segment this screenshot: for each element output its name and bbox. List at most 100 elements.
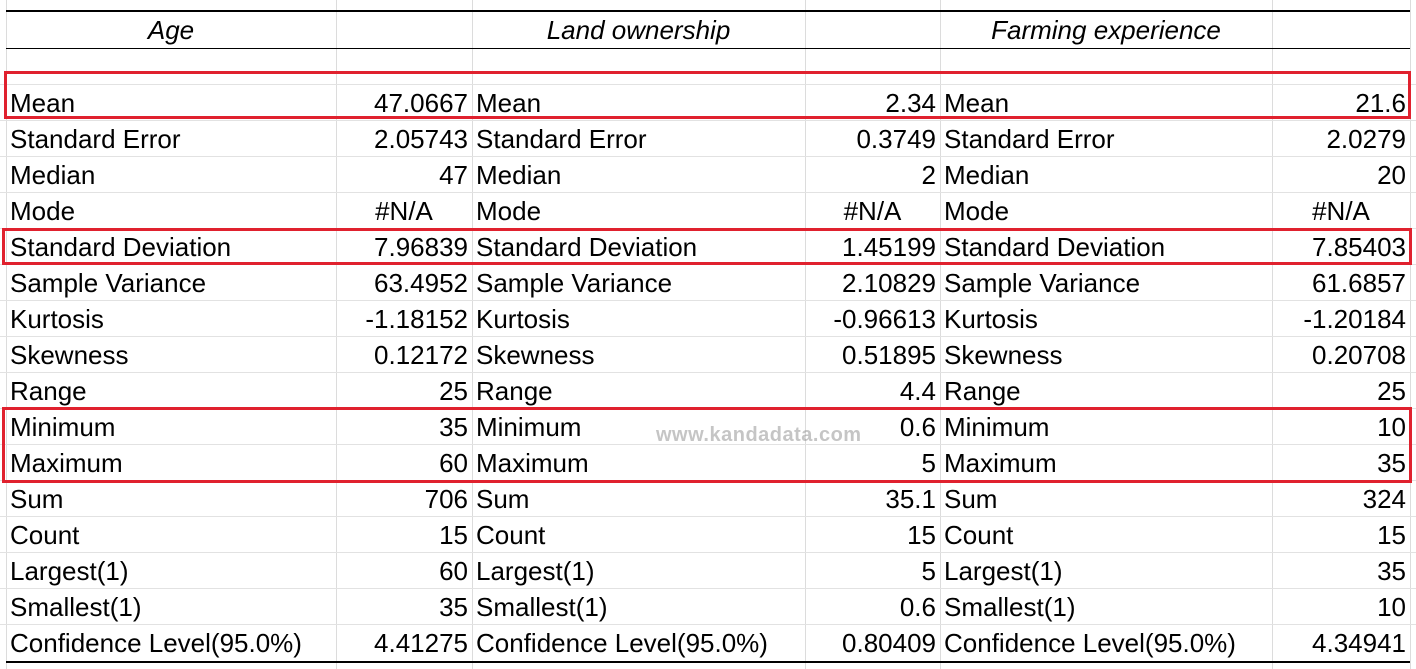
stat-label[interactable]: Kurtosis xyxy=(944,304,1038,334)
farming-value[interactable]: 7.85403 xyxy=(1312,232,1406,262)
stat-label[interactable]: Standard Deviation xyxy=(10,232,232,262)
empty-cell[interactable] xyxy=(1272,49,1410,86)
farming-value[interactable]: 10 xyxy=(1377,592,1406,622)
stat-label[interactable]: Sample Variance xyxy=(476,268,673,298)
stat-label[interactable]: Standard Deviation xyxy=(476,232,698,262)
header-blank-cell[interactable] xyxy=(805,10,940,49)
stat-label[interactable]: Kurtosis xyxy=(10,304,104,334)
farming-value[interactable]: 4.34941 xyxy=(1272,625,1410,663)
header-blank-cell[interactable] xyxy=(336,10,472,49)
age-value[interactable]: 2.05743 xyxy=(374,124,468,154)
stat-label[interactable]: Sum xyxy=(476,484,530,514)
stat-label[interactable]: Mode xyxy=(10,196,76,226)
age-value[interactable]: 63.4952 xyxy=(374,268,468,298)
farming-value[interactable]: 2.0279 xyxy=(1326,124,1406,154)
farming-value[interactable]: 0.20708 xyxy=(1312,340,1406,370)
farming-value[interactable]: 61.6857 xyxy=(1312,268,1406,298)
stat-label[interactable]: Confidence Level(95.0%) xyxy=(940,625,1272,663)
header-land-ownership[interactable]: Land ownership xyxy=(472,10,805,49)
farming-value[interactable]: 324 xyxy=(1362,484,1406,514)
header-age[interactable]: Age xyxy=(6,10,336,49)
empty-cell[interactable] xyxy=(6,49,336,86)
stat-label[interactable]: Skewness xyxy=(10,340,129,370)
land-value[interactable]: 2.34 xyxy=(885,88,936,118)
land-value[interactable]: 35.1 xyxy=(885,484,936,514)
land-value[interactable]: 1.45199 xyxy=(842,232,936,262)
stat-label[interactable]: Range xyxy=(476,376,553,406)
stat-label[interactable]: Median xyxy=(10,160,96,190)
stat-label[interactable]: Mean xyxy=(944,88,1010,118)
stat-label[interactable]: Minimum xyxy=(476,412,582,442)
land-value[interactable]: -0.96613 xyxy=(833,304,936,334)
land-value[interactable]: 0.51895 xyxy=(842,340,936,370)
stat-label[interactable]: Largest(1) xyxy=(10,556,129,586)
farming-value[interactable]: #N/A xyxy=(1312,196,1370,226)
stat-label[interactable]: Range xyxy=(10,376,87,406)
stat-label[interactable]: Smallest(1) xyxy=(944,592,1076,622)
age-value[interactable]: 15 xyxy=(439,520,468,550)
empty-cell[interactable] xyxy=(940,49,1272,86)
stat-label[interactable]: Skewness xyxy=(944,340,1063,370)
stat-label[interactable]: Largest(1) xyxy=(476,556,595,586)
header-farming-experience[interactable]: Farming experience xyxy=(940,10,1272,49)
age-value[interactable]: 47 xyxy=(439,160,468,190)
stat-label[interactable]: Count xyxy=(944,520,1014,550)
stat-label[interactable]: Smallest(1) xyxy=(10,592,142,622)
land-value[interactable]: 15 xyxy=(907,520,936,550)
age-value[interactable]: -1.18152 xyxy=(365,304,468,334)
stat-label[interactable]: Standard Deviation xyxy=(944,232,1166,262)
stat-label[interactable]: Kurtosis xyxy=(476,304,570,334)
stat-label[interactable]: Median xyxy=(476,160,562,190)
stat-label[interactable]: Standard Error xyxy=(10,124,181,154)
stat-label[interactable]: Minimum xyxy=(944,412,1050,442)
land-value[interactable]: 5 xyxy=(921,556,936,586)
farming-value[interactable]: 35 xyxy=(1377,556,1406,586)
farming-value[interactable]: 35 xyxy=(1377,448,1406,478)
stat-label[interactable]: Mode xyxy=(476,196,542,226)
empty-cell[interactable] xyxy=(336,49,472,86)
land-value[interactable]: 0.6 xyxy=(899,592,936,622)
age-value[interactable]: 7.96839 xyxy=(374,232,468,262)
stat-label[interactable]: Maximum xyxy=(10,448,123,478)
land-value[interactable]: 0.6 xyxy=(899,412,936,442)
stat-label[interactable]: Count xyxy=(10,520,80,550)
farming-value[interactable]: -1.20184 xyxy=(1303,304,1406,334)
age-value[interactable]: 35 xyxy=(439,412,468,442)
stat-label[interactable]: Sum xyxy=(944,484,998,514)
stat-label[interactable]: Mode xyxy=(944,196,1010,226)
age-value[interactable]: 47.0667 xyxy=(374,88,468,118)
stat-label[interactable]: Maximum xyxy=(944,448,1057,478)
farming-value[interactable]: 25 xyxy=(1377,376,1406,406)
farming-value[interactable]: 20 xyxy=(1377,160,1406,190)
stat-label[interactable]: Largest(1) xyxy=(944,556,1063,586)
stat-label[interactable]: Maximum xyxy=(476,448,589,478)
land-value[interactable]: #N/A xyxy=(843,196,902,226)
stat-label[interactable]: Sample Variance xyxy=(10,268,207,298)
land-value[interactable]: 4.4 xyxy=(899,376,936,406)
stat-label[interactable]: Smallest(1) xyxy=(476,592,608,622)
stat-label[interactable]: Confidence Level(95.0%) xyxy=(6,625,336,663)
age-value[interactable]: 4.41275 xyxy=(336,625,472,663)
age-value[interactable]: 706 xyxy=(424,484,468,514)
stat-label[interactable]: Minimum xyxy=(10,412,116,442)
stat-label[interactable]: Median xyxy=(944,160,1030,190)
age-value[interactable]: 35 xyxy=(439,592,468,622)
stat-label[interactable]: Sum xyxy=(10,484,64,514)
stat-label[interactable]: Mean xyxy=(476,88,542,118)
farming-value[interactable]: 15 xyxy=(1377,520,1406,550)
empty-cell[interactable] xyxy=(805,49,940,86)
land-value[interactable]: 0.80409 xyxy=(805,625,940,663)
age-value[interactable]: 0.12172 xyxy=(374,340,468,370)
stat-label[interactable]: Standard Error xyxy=(476,124,647,154)
age-value[interactable]: 25 xyxy=(439,376,468,406)
stat-label[interactable]: Mean xyxy=(10,88,76,118)
land-value[interactable]: 0.3749 xyxy=(856,124,936,154)
land-value[interactable]: 5 xyxy=(921,448,936,478)
farming-value[interactable]: 10 xyxy=(1377,412,1406,442)
stat-label[interactable]: Sample Variance xyxy=(944,268,1141,298)
stat-label[interactable]: Confidence Level(95.0%) xyxy=(472,625,805,663)
age-value[interactable]: 60 xyxy=(439,448,468,478)
age-value[interactable]: #N/A xyxy=(375,196,433,226)
stat-label[interactable]: Standard Error xyxy=(944,124,1115,154)
stat-label[interactable]: Skewness xyxy=(476,340,595,370)
